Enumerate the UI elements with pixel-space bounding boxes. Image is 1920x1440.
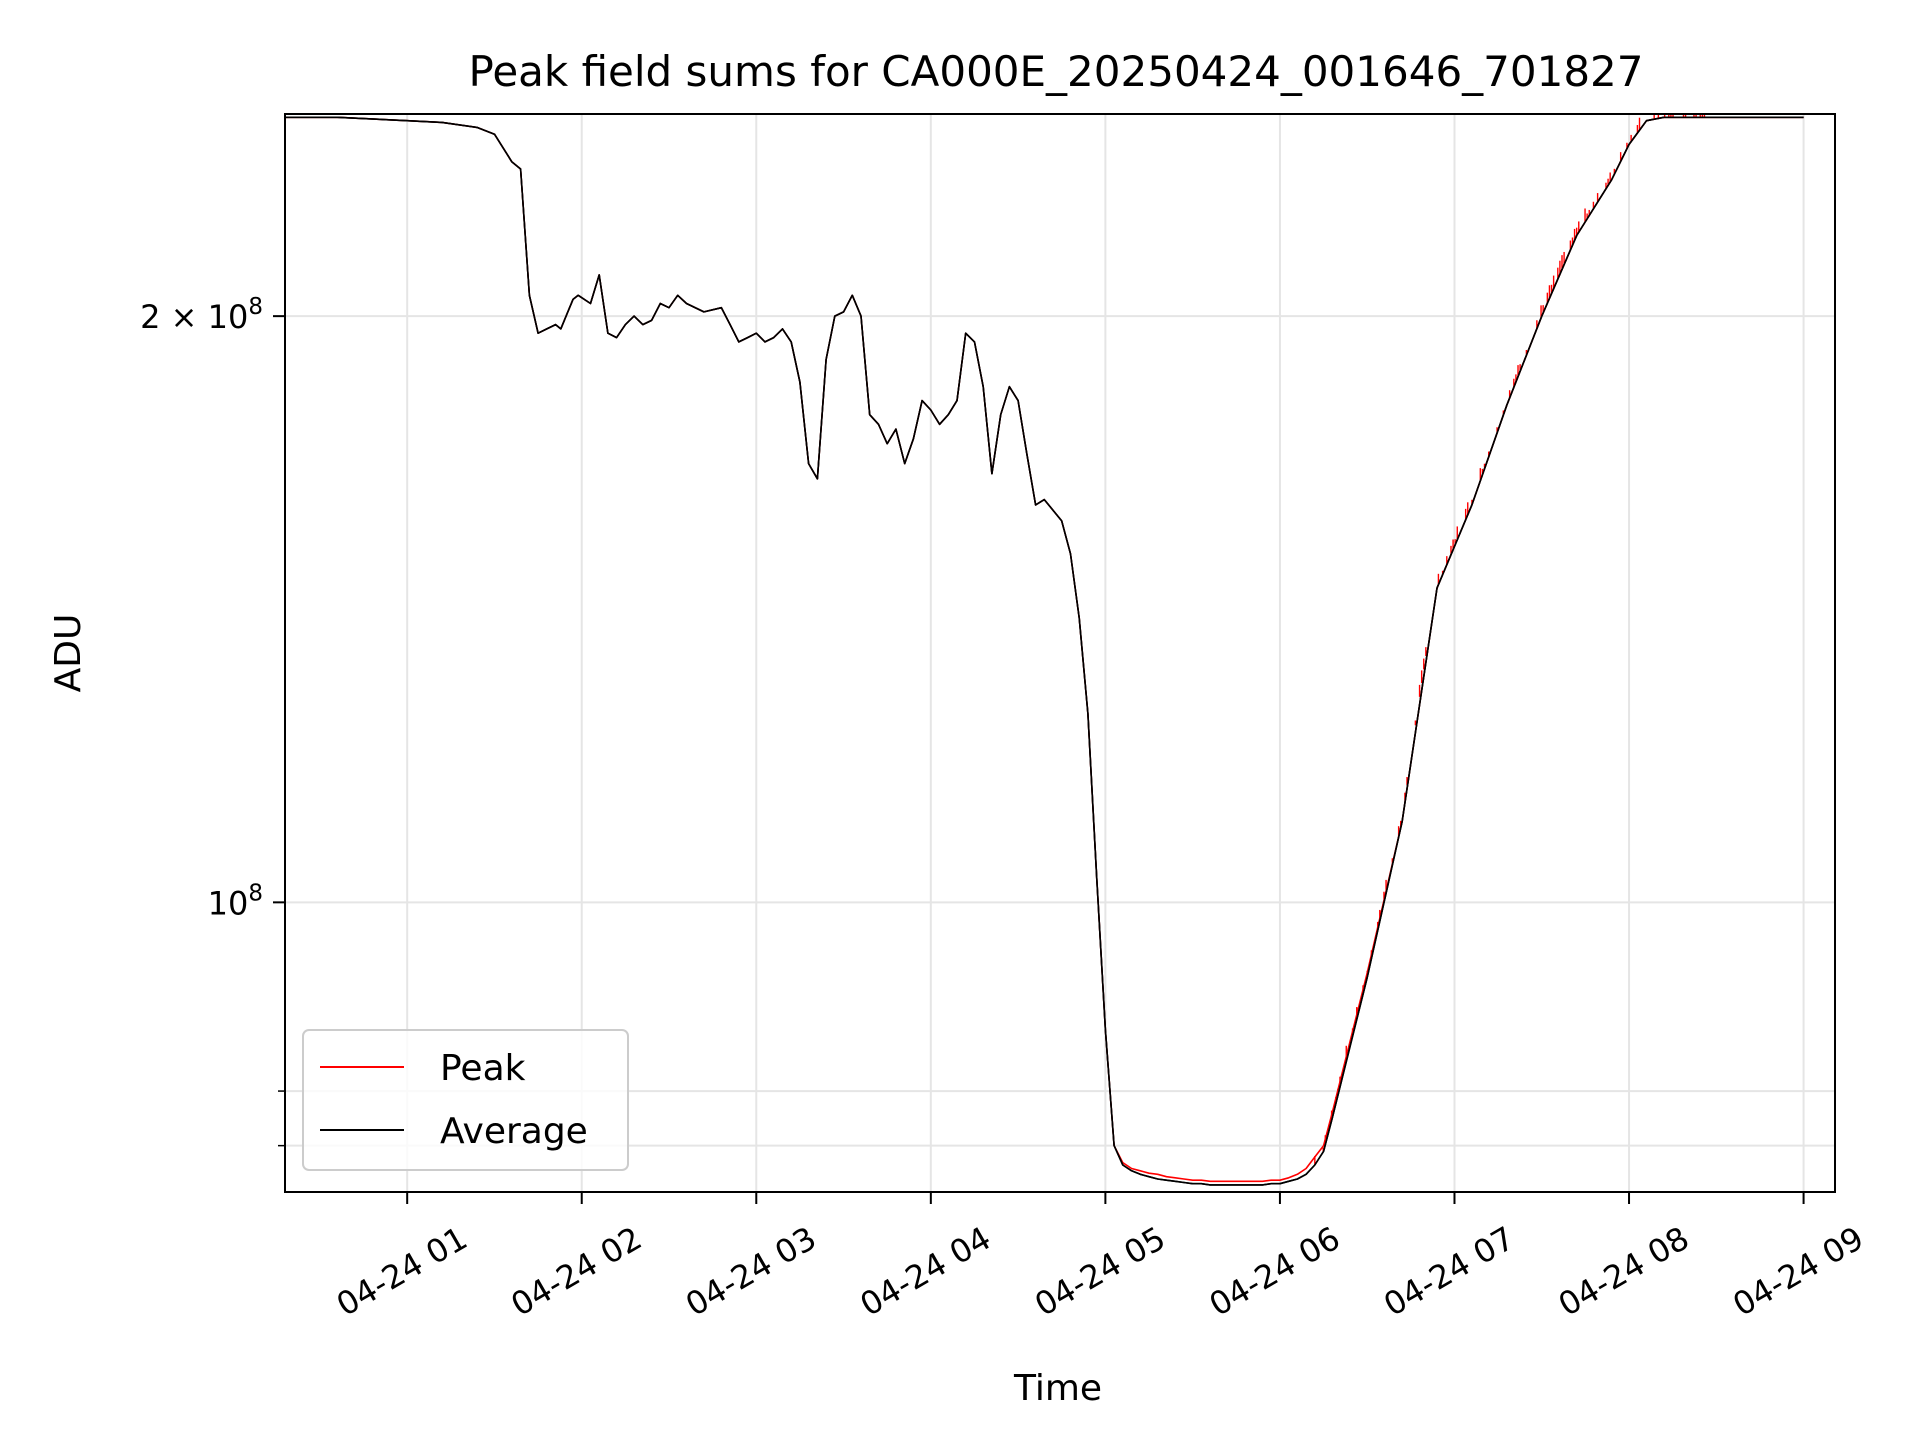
x-axis-label: Time: [1013, 1368, 1102, 1409]
legend: Peak Average: [302, 1029, 629, 1171]
legend-box: [302, 1029, 629, 1171]
series-line-average-top: [285, 116, 1804, 1186]
chart-title: Peak field sums for CA000E_20250424_0016…: [469, 47, 1644, 96]
plot-frame: [284, 113, 1836, 1193]
y-axis: 108 2 × 108: [140, 294, 285, 1147]
plot-area: [285, 114, 1804, 1186]
legend-average-label: Average: [440, 1111, 588, 1152]
y-tick-label: 2 × 108: [140, 294, 263, 336]
y-axis-label: ADU: [48, 614, 89, 693]
legend-peak-label: Peak: [440, 1048, 526, 1089]
y-tick-label: 108: [208, 880, 263, 922]
